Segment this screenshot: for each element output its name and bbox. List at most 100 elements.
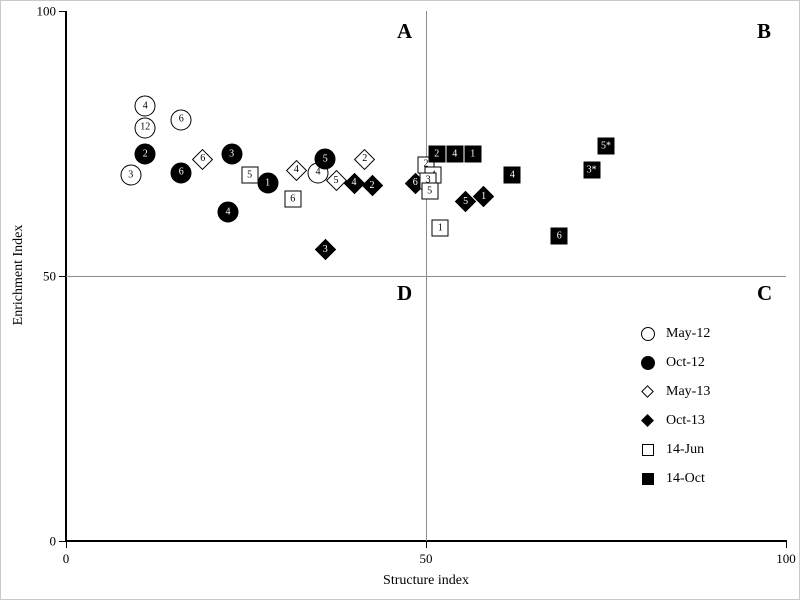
data-point-14-jun: 5	[241, 166, 259, 184]
legend-item-may-12: May-12	[639, 325, 710, 343]
data-point-14-oct: 1	[464, 145, 482, 163]
legend-item-may-13: May-13	[639, 383, 710, 401]
legend-marker	[639, 354, 657, 372]
marker-label: 4	[293, 164, 299, 175]
circle-open-icon	[134, 95, 156, 117]
marker-label: 6	[200, 153, 206, 165]
quadrant-label-d: D	[397, 281, 413, 305]
legend-item-14-jun: 14-Jun	[639, 441, 710, 459]
marker-label: 5*	[601, 140, 611, 152]
legend-label: Oct-13	[666, 413, 705, 428]
marker-label: 1	[470, 148, 476, 160]
legend-item-14-oct: 14-Oct	[639, 470, 710, 488]
legend-label: 14-Oct	[666, 471, 705, 486]
square-open-icon	[421, 182, 439, 200]
marker-label: 1	[265, 177, 271, 189]
marker-label: 6	[178, 166, 184, 178]
data-point-oct-13: 4	[343, 172, 365, 194]
quadrant-line-horizontal	[66, 276, 786, 277]
data-point-may-13: 6	[192, 148, 214, 170]
x-tick-label: 50	[419, 551, 433, 566]
legend-marker	[639, 470, 657, 488]
diamond-open-icon	[641, 385, 654, 398]
legend-label: May-12	[666, 326, 711, 341]
marker-label: 2	[369, 179, 375, 191]
marker-label: 5	[427, 185, 433, 197]
marker-label: 5	[322, 153, 328, 165]
data-point-14-oct: 3*	[583, 161, 601, 179]
marker-label: 3	[425, 174, 431, 186]
quadrant-label-c: C	[757, 281, 773, 305]
data-point-14-oct: 4	[503, 166, 521, 184]
y-axis-tick	[59, 10, 65, 12]
marker-label: 5	[333, 174, 339, 186]
data-point-oct-12: 6	[170, 162, 192, 184]
quadrant-label-b: B	[757, 19, 772, 43]
square-filled-icon	[583, 161, 601, 179]
x-tick-label: 0	[62, 551, 70, 566]
x-axis-tick	[65, 542, 67, 548]
y-tick-label: 0	[49, 533, 57, 549]
legend-marker	[639, 441, 657, 459]
circle-filled-icon	[221, 143, 243, 165]
marker-label: 2	[142, 148, 148, 160]
legend-label: 14-Jun	[666, 442, 705, 457]
marker-label: 6	[412, 177, 418, 189]
data-point-14-oct: 2	[428, 145, 446, 163]
data-point-oct-12: 2	[134, 143, 156, 165]
data-point-oct-13: 2	[361, 175, 383, 197]
data-point-oct-13: 1	[472, 185, 495, 208]
marker-label: 2	[423, 158, 429, 170]
marker-label: 6	[178, 113, 184, 125]
marker-label: 12	[140, 121, 151, 133]
data-point-may-13: 4	[285, 159, 307, 181]
marker-label: 4	[142, 100, 148, 112]
y-axis-tick	[59, 540, 65, 542]
y-axis-tick	[59, 275, 65, 277]
marker-label: 4	[452, 148, 458, 160]
x-axis-tick	[785, 542, 787, 548]
square-filled-icon	[503, 166, 521, 184]
data-point-may-12: 3	[120, 164, 142, 186]
marker-label: 5	[247, 169, 253, 181]
legend-label: May-13	[666, 384, 711, 399]
data-point-may-12: 6	[170, 109, 192, 131]
marker-label: 1	[437, 222, 443, 234]
marker-label: 6	[556, 230, 562, 242]
circle-open-icon	[120, 164, 142, 186]
data-point-14-oct: 5*	[597, 137, 615, 155]
marker-label: 4	[509, 169, 515, 181]
data-point-may-13: 2	[354, 148, 376, 170]
data-point-14-oct: 4	[446, 145, 464, 163]
marker-label: 3	[229, 148, 235, 160]
quadrant-label-a: A	[397, 19, 413, 43]
square-filled-icon	[642, 473, 654, 485]
square-open-icon	[431, 219, 449, 237]
marker-label: 4	[225, 206, 231, 218]
x-tick-label: 100	[776, 551, 796, 566]
square-open-icon	[241, 166, 259, 184]
square-filled-icon	[464, 145, 482, 163]
data-point-14-jun: 5	[421, 182, 439, 200]
circle-filled-icon	[641, 356, 655, 370]
square-filled-icon	[550, 227, 568, 245]
legend-item-oct-13: Oct-13	[639, 412, 710, 430]
data-point-14-jun: 1	[431, 219, 449, 237]
marker-label: 3*	[586, 164, 597, 175]
data-point-may-13: 5	[325, 169, 347, 192]
circle-filled-icon	[314, 148, 336, 170]
legend-marker	[639, 383, 657, 401]
legend-marker	[639, 325, 657, 343]
data-point-may-12: 4	[134, 95, 156, 117]
y-tick-label: 50	[43, 268, 56, 284]
marker-label: 3	[322, 243, 328, 255]
square-open-icon	[642, 444, 654, 456]
marker-label: 6	[290, 193, 296, 205]
marker-label: 2	[362, 153, 368, 165]
marker-label: 5	[463, 195, 469, 207]
circle-filled-icon	[170, 162, 192, 184]
diamond-filled-icon	[641, 414, 654, 427]
marker-label: 1	[481, 190, 487, 202]
data-point-oct-13: 3	[314, 238, 336, 261]
